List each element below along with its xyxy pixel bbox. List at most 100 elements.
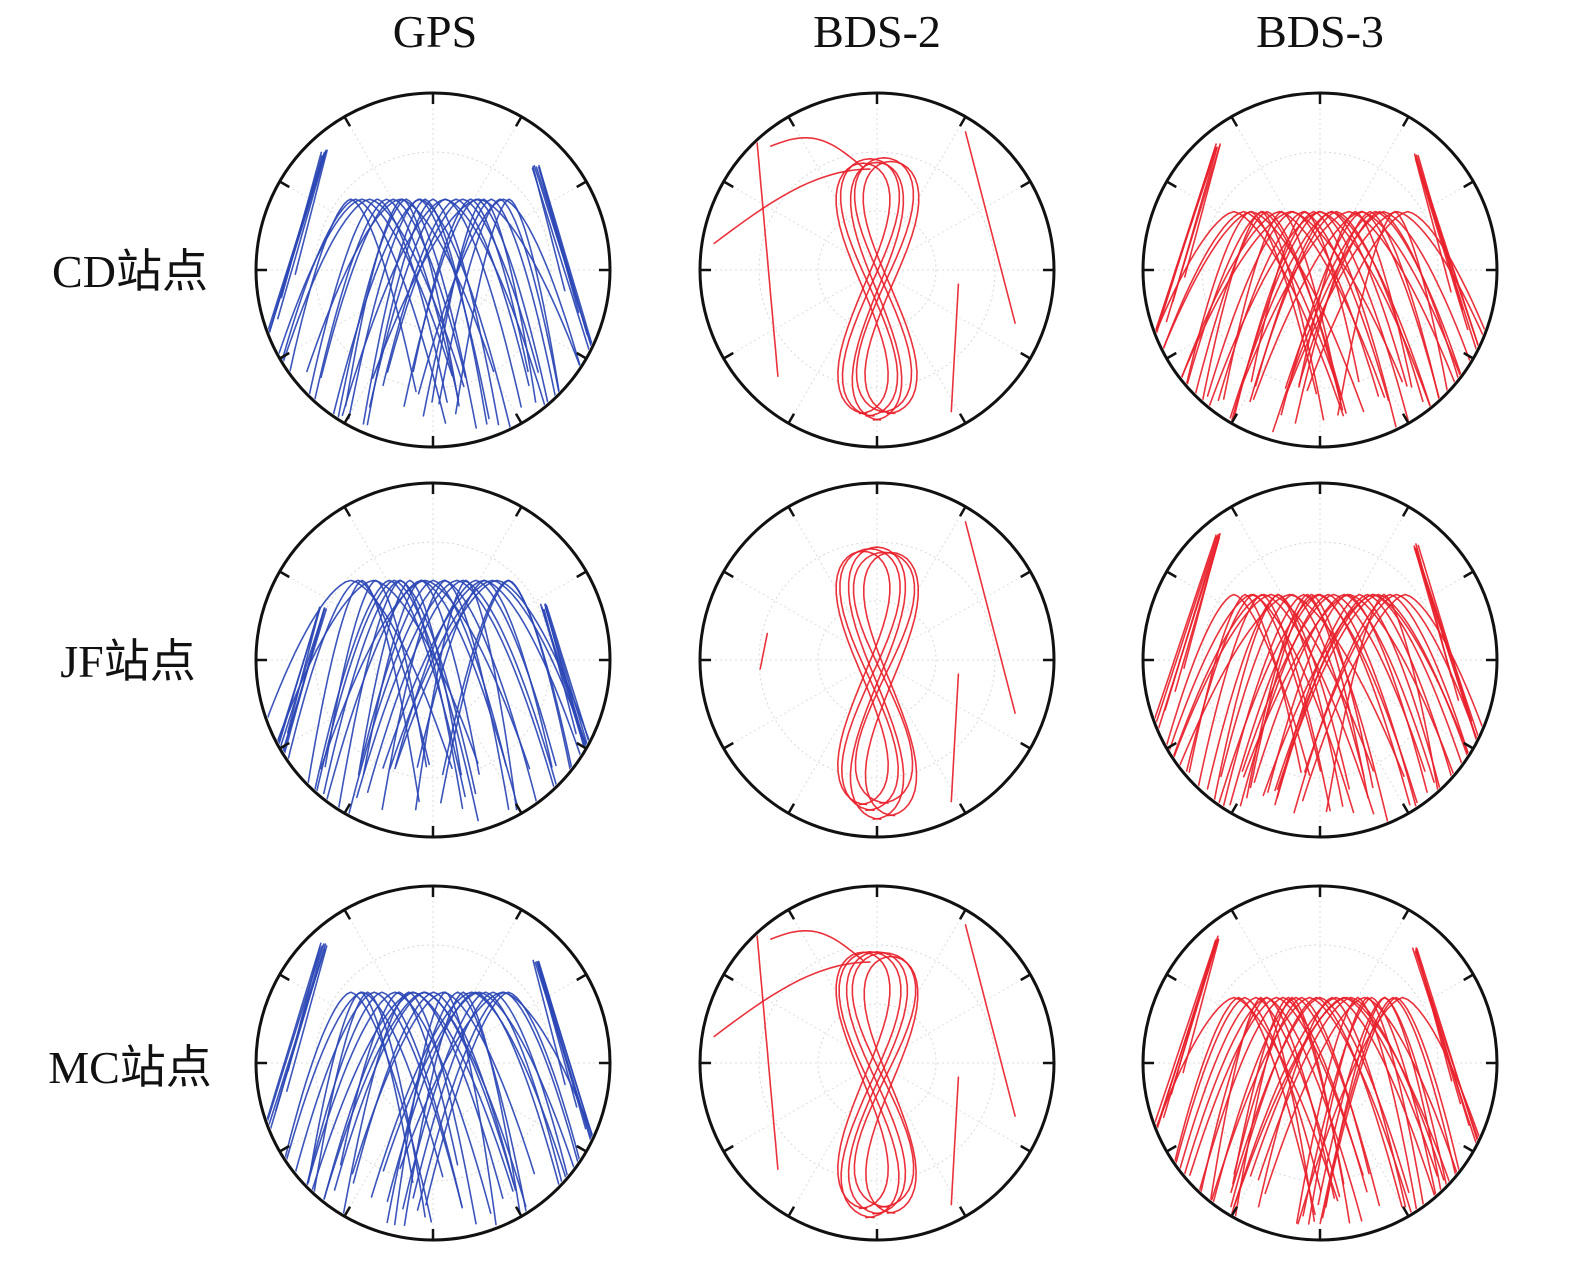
satellite-track: [1157, 532, 1221, 731]
satellite-track: [414, 579, 518, 811]
satellite-track: [270, 198, 453, 377]
row-label-cd: CD站点: [52, 246, 208, 297]
row-label-mc: MC站点: [48, 1042, 212, 1093]
satellite-track: [1145, 534, 1217, 775]
azimuth-tick: [576, 1144, 587, 1153]
azimuth-tick: [723, 973, 734, 982]
azimuth-tick: [1463, 973, 1474, 982]
azimuth-tick: [343, 1206, 352, 1217]
row-label-jf: JF站点: [60, 636, 195, 687]
satellite-track: [964, 521, 1016, 714]
satellite-track: [847, 546, 905, 820]
satellite-track: [1253, 593, 1435, 783]
column-label-gps: GPS: [393, 6, 477, 57]
satellite-track: [1230, 996, 1403, 1208]
elevation-ring: [1260, 600, 1380, 720]
satellite-track: [835, 162, 889, 415]
satellite-track: [366, 579, 560, 793]
azimuth-tick: [1020, 973, 1031, 982]
elevation-ring: [314, 541, 552, 779]
skyplot-panel: [1141, 481, 1499, 839]
satellite-track: [1411, 947, 1485, 1167]
satellite-track: [950, 283, 960, 413]
satellite-tracks: [759, 521, 1016, 820]
satellite-track: [533, 165, 608, 418]
satellite-track: [1301, 593, 1495, 802]
azimuth-tick: [576, 973, 587, 982]
satellite-track: [304, 579, 420, 803]
azimuth-tick: [576, 570, 587, 579]
azimuth-gridline: [1319, 974, 1474, 1064]
satellite-track: [862, 160, 918, 415]
azimuth-tick: [343, 413, 352, 424]
satellite-track: [1276, 593, 1459, 799]
azimuth-gridline: [876, 269, 1031, 359]
satellite-track: [258, 607, 321, 835]
satellite-track: [1145, 535, 1218, 756]
satellite-tracks: [1145, 935, 1495, 1225]
satellite-track: [284, 198, 417, 393]
satellite-track: [1222, 210, 1341, 400]
satellite-tracks: [1145, 532, 1495, 824]
satellite-track: [381, 579, 510, 811]
satellite-track: [362, 198, 488, 425]
azimuth-tick: [514, 803, 523, 814]
satellite-track: [1302, 996, 1441, 1217]
elevation-ring: [1201, 541, 1439, 779]
azimuth-tick: [1401, 506, 1410, 517]
azimuth-tick: [343, 909, 352, 920]
elevation-ring: [817, 600, 937, 720]
azimuth-tick: [1463, 741, 1474, 750]
satellite-track: [285, 991, 464, 1209]
satellite-track: [1249, 593, 1374, 789]
satellite-track: [301, 991, 463, 1207]
satellite-track: [950, 673, 960, 803]
satellite-track: [393, 991, 497, 1226]
azimuth-tick: [1166, 973, 1177, 982]
satellite-track: [770, 930, 864, 962]
azimuth-tick: [1020, 351, 1031, 360]
satellite-track: [1145, 146, 1218, 388]
skyplot-panel: [1141, 884, 1499, 1242]
satellite-track: [835, 951, 890, 1210]
azimuth-tick: [958, 506, 967, 517]
azimuth-tick: [787, 1206, 796, 1217]
satellite-track: [541, 606, 608, 835]
skyplot-panel: [254, 884, 612, 1242]
satellite-track: [1414, 547, 1495, 788]
satellite-track: [1321, 996, 1471, 1219]
azimuth-tick: [787, 506, 796, 517]
satellite-track: [1242, 593, 1456, 778]
azimuth-tick: [1230, 909, 1239, 920]
satellite-track: [314, 198, 460, 401]
azimuth-tick: [514, 506, 523, 517]
elevation-ring: [314, 151, 552, 389]
azimuth-tick: [1230, 1206, 1239, 1217]
azimuth-tick: [279, 741, 290, 750]
satellite-track: [1230, 210, 1397, 428]
satellite-track: [454, 198, 564, 415]
satellite-track: [1307, 996, 1428, 1225]
satellite-track: [440, 579, 578, 804]
azimuth-tick: [723, 180, 734, 189]
azimuth-tick: [514, 909, 523, 920]
satellite-track: [386, 991, 529, 1224]
satellite-track: [1174, 593, 1405, 777]
azimuth-tick: [958, 1206, 967, 1217]
satellite-track: [1325, 593, 1443, 813]
satellite-track: [1206, 593, 1350, 790]
skyplot-panel: [698, 481, 1056, 839]
satellite-track: [1146, 938, 1219, 1158]
satellite-track: [839, 158, 899, 417]
satellite-track: [863, 955, 917, 1214]
satellite-track: [1304, 593, 1490, 773]
azimuth-tick: [958, 413, 967, 424]
satellite-track: [412, 198, 529, 373]
satellite-track: [386, 991, 565, 1203]
azimuth-tick: [1401, 116, 1410, 127]
satellite-track: [319, 579, 531, 770]
elevation-ring: [314, 944, 552, 1182]
satellite-track: [531, 167, 605, 400]
satellite-track: [1264, 996, 1465, 1195]
satellite-track: [1229, 210, 1435, 419]
